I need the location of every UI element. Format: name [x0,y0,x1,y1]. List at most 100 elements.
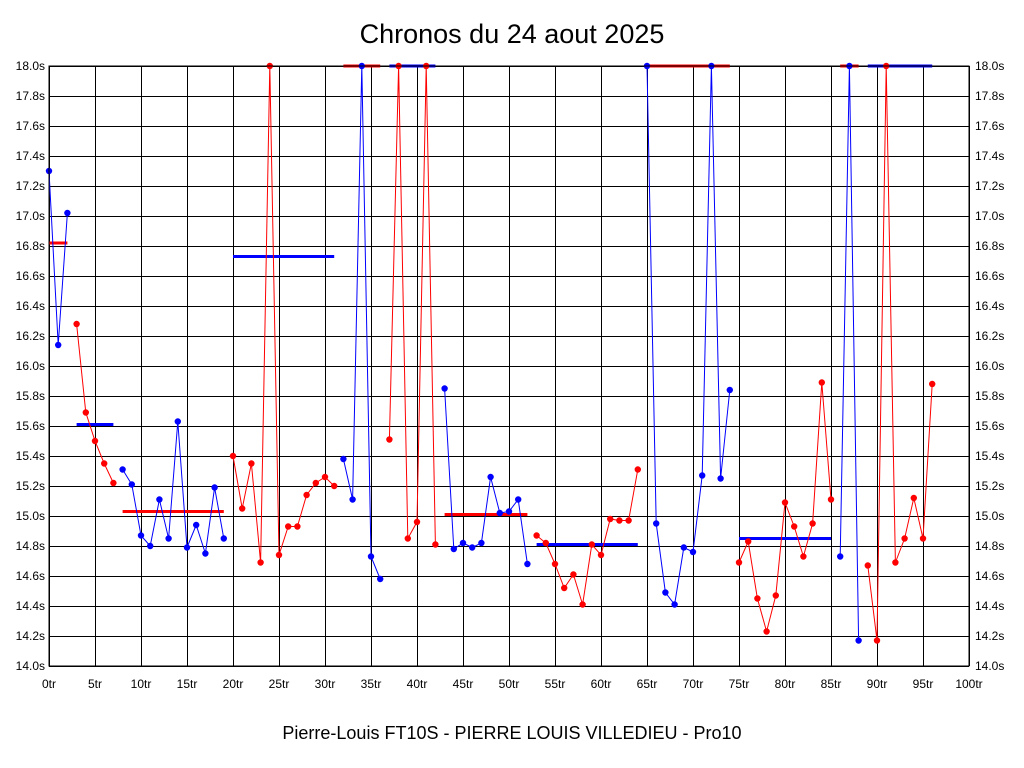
segment-line [388,65,436,545]
lap-point [432,541,439,548]
lap-point [137,532,145,539]
lap-point [340,455,347,463]
segment-line [839,65,860,641]
lap-point [303,491,310,499]
lap-point [331,482,338,490]
lap-point [588,541,595,548]
y-tick-label-right: 17.6s [975,119,1004,133]
y-tick-label-right: 15.2s [975,479,1004,493]
y-tick-label-left: 15.2s [16,479,45,493]
lap-point [671,601,678,608]
lap-series [45,62,936,644]
lap-point [367,553,375,560]
y-tick-label-right: 16.6s [975,269,1004,283]
lap-point [211,484,218,491]
segment-line [867,65,933,641]
lap-segment [229,62,338,566]
lap-segment [73,320,117,487]
lap-point [275,551,283,559]
lap-point [505,508,513,515]
segment-line [122,421,225,554]
x-tick-label: 5tr [88,677,102,691]
y-tick-label-left: 14.8s [16,539,45,553]
lap-point [156,496,163,503]
lap-point [413,518,421,526]
y-axis-ticks-right: 14.0s 14.2s 14.4s 14.6s 14.8s 15.0s 15.2s 15.4s… [975,59,1004,673]
lap-point [892,559,899,566]
y-tick-label-right: 15.6s [975,419,1004,433]
y-tick-label-left: 18.0s [16,59,45,73]
lap-point [294,523,301,530]
y-tick-label-left: 17.6s [16,119,45,133]
lap-point [745,538,752,545]
y-tick-label-right: 14.6s [975,569,1004,583]
y-tick-label-right: 17.4s [975,149,1004,163]
lap-segment [45,167,71,349]
y-tick-label-right: 15.0s [975,509,1004,523]
y-tick-label-left: 15.0s [16,509,45,523]
y-tick-label-left: 14.6s [16,569,45,583]
lap-point [772,592,779,599]
lap-point [533,532,540,539]
x-tick-label: 45tr [453,677,474,691]
lap-point [128,481,135,488]
lap-point [837,553,844,560]
x-tick-label: 0tr [42,677,56,691]
lap-point [689,548,697,556]
lap-point [763,628,770,635]
lap-segment [735,379,835,635]
segment-line [342,65,381,580]
y-tick-label-right: 17.0s [975,209,1004,223]
lap-point [377,575,384,583]
y-tick-label-right: 15.8s [975,389,1004,403]
lap-point [726,386,733,394]
lap-point [459,539,467,547]
x-tick-label: 95tr [913,677,934,691]
x-tick-label: 75tr [729,677,750,691]
x-tick-label: 20tr [223,677,244,691]
lap-point [119,466,126,473]
lap-point [910,494,917,502]
lap-point [174,418,181,425]
lap-point [919,535,927,542]
lap-point [165,535,172,542]
lap-point [248,460,255,467]
lap-point [91,437,99,445]
lap-segment [119,418,227,557]
lap-point [616,517,623,524]
lap-point [791,523,798,530]
y-tick-label-right: 16.0s [975,359,1004,373]
y-tick-label-left: 14.2s [16,629,45,643]
y-tick-label-left: 16.8s [16,239,45,253]
y-tick-label-right: 18.0s [975,59,1004,73]
x-tick-label: 80tr [775,677,796,691]
lap-point [864,562,871,569]
lap-point [450,545,457,553]
y-tick-label-left: 15.8s [16,389,45,403]
lap-point [257,559,264,566]
y-tick-label-left: 14.0s [16,659,45,673]
x-tick-label: 70tr [683,677,704,691]
lap-point [818,379,825,386]
lap-segment [386,62,439,548]
lap-point [82,409,90,416]
lap-point [809,520,816,527]
y-tick-label-right: 17.2s [975,179,1004,193]
lap-point [321,473,329,481]
lap-point [542,539,549,547]
lap-point [524,560,531,568]
lap-point [579,601,586,608]
lap-point [202,550,209,557]
lap-point [717,475,724,482]
x-tick-label: 60tr [591,677,612,691]
y-tick-label-left: 15.4s [16,449,45,463]
lap-point [220,535,227,542]
y-tick-label-left: 16.4s [16,299,45,313]
lap-point [662,589,669,596]
lap-point [800,553,807,560]
x-tick-label: 10tr [131,677,152,691]
y-tick-label-right: 16.2s [975,329,1004,343]
lap-point [754,595,761,602]
lap-point [699,472,706,479]
